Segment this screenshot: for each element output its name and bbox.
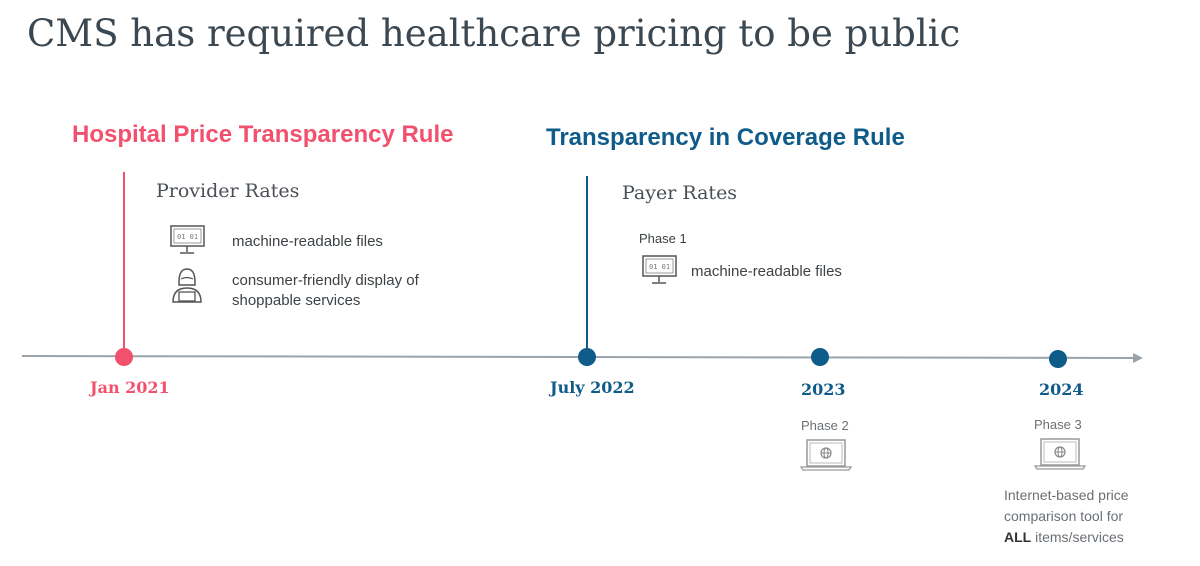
hospital-item-1: machine-readable files bbox=[232, 233, 383, 250]
phase-3-text-before: Internet-based price comparison tool for bbox=[1004, 487, 1129, 524]
svg-text:01 01: 01 01 bbox=[177, 233, 198, 241]
hospital-item-2: consumer-friendly display of shoppable s… bbox=[232, 272, 419, 309]
dot-july-2022 bbox=[578, 348, 596, 366]
person-laptop-icon bbox=[172, 268, 202, 303]
phase-3-description: Internet-based price comparison tool for… bbox=[1004, 485, 1154, 548]
page-title: CMS has required healthcare pricing to b… bbox=[27, 12, 961, 55]
date-2024: 2024 bbox=[1039, 380, 1084, 399]
monitor-binary-icon: 01 01 bbox=[642, 255, 677, 284]
phase-3-text-bold: ALL bbox=[1004, 529, 1032, 545]
date-july-2022: July 2022 bbox=[550, 378, 635, 397]
hospital-subtitle: Provider Rates bbox=[156, 180, 300, 202]
coverage-rule-title: Transparency in Coverage Rule bbox=[546, 124, 905, 151]
phase-1-item: machine-readable files bbox=[691, 263, 842, 280]
dot-jan-2021 bbox=[115, 348, 133, 366]
phase-2-label: Phase 2 bbox=[801, 418, 849, 433]
laptop-globe-icon bbox=[1034, 438, 1086, 470]
timeline-arrowhead bbox=[1133, 353, 1143, 363]
dot-2024 bbox=[1049, 350, 1067, 368]
phase-1-label: Phase 1 bbox=[639, 231, 687, 246]
dot-2023 bbox=[811, 348, 829, 366]
laptop-globe-icon bbox=[800, 439, 852, 471]
svg-text:01 01: 01 01 bbox=[649, 263, 670, 271]
date-jan-2021: Jan 2021 bbox=[90, 378, 170, 397]
coverage-subtitle: Payer Rates bbox=[622, 182, 738, 204]
phase-3-label: Phase 3 bbox=[1034, 417, 1082, 432]
hospital-rule-title: Hospital Price Transparency Rule bbox=[72, 121, 454, 148]
phase-3-text-after: items/services bbox=[1035, 529, 1124, 545]
monitor-binary-icon: 01 01 bbox=[170, 225, 205, 254]
date-2023: 2023 bbox=[801, 380, 846, 399]
